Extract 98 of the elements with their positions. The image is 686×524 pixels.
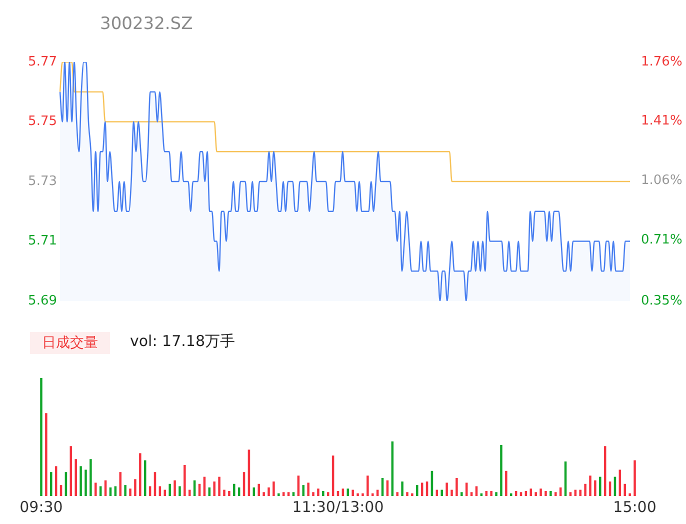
- bar: [282, 492, 285, 496]
- bar: [500, 444, 502, 496]
- bar: [569, 492, 572, 496]
- bar: [148, 486, 152, 496]
- bar: [50, 472, 52, 496]
- bar: [233, 484, 236, 496]
- line-series: [59, 62, 631, 182]
- bar: [322, 490, 324, 496]
- bar: [594, 480, 596, 496]
- bar: [550, 490, 552, 496]
- bar: [158, 486, 162, 496]
- bar: [634, 460, 636, 496]
- bar: [579, 490, 582, 496]
- y2-tick-label: 1.76%: [641, 54, 682, 70]
- bar: [312, 492, 314, 496]
- chart-title: 300232.SZ: [100, 14, 193, 34]
- bar: [213, 482, 216, 496]
- bar: [470, 492, 473, 496]
- bar: [346, 488, 350, 496]
- bar: [342, 488, 344, 496]
- bar: [40, 378, 42, 496]
- y-tick-label: 5.73: [28, 174, 57, 189]
- x-tick-label: 09:30: [20, 498, 63, 516]
- bar: [139, 453, 142, 496]
- y-tick-label: 5.77: [28, 54, 57, 70]
- bar: [272, 482, 275, 496]
- bar: [456, 478, 458, 496]
- bar: [223, 490, 226, 496]
- y2-tick-label: 0.35%: [641, 293, 682, 308]
- bar: [465, 482, 468, 496]
- bar: [530, 488, 532, 496]
- bar: [292, 492, 295, 496]
- bar: [371, 493, 374, 496]
- bar: [268, 487, 270, 496]
- bar: [99, 486, 102, 496]
- bar: [495, 492, 498, 496]
- bar: [420, 482, 424, 496]
- text: vol: 17.18万手: [130, 332, 235, 351]
- bar: [178, 486, 181, 496]
- bar: [534, 492, 537, 496]
- bar: [520, 492, 522, 496]
- bar: [114, 486, 117, 496]
- x-tick-label: 15:00: [613, 498, 656, 516]
- y-tick-label: 5.75: [28, 114, 57, 130]
- bar: [326, 492, 330, 496]
- text: 日成交量: [30, 332, 110, 354]
- bar: [628, 493, 631, 496]
- bar: [287, 492, 290, 496]
- bar: [174, 480, 176, 496]
- y-tick-label: 5.71: [28, 234, 57, 249]
- bar: [396, 492, 398, 496]
- bar: [584, 484, 586, 496]
- bar: [307, 482, 310, 496]
- bar: [440, 490, 443, 496]
- bar: [624, 484, 626, 496]
- bar: [184, 464, 186, 496]
- bar: [90, 459, 92, 496]
- bar: [119, 472, 122, 496]
- bar: [490, 490, 492, 496]
- bar: [84, 470, 87, 496]
- bar: [45, 413, 48, 496]
- bar: [401, 482, 404, 496]
- y2-tick-label: 1.06%: [641, 173, 682, 188]
- bar: [168, 484, 171, 496]
- bar: [352, 490, 354, 496]
- bar: [129, 488, 132, 496]
- bar: [362, 493, 364, 496]
- bar: [356, 493, 359, 496]
- bar: [317, 488, 320, 496]
- bar: [450, 490, 453, 496]
- bar: [218, 476, 220, 496]
- bar: [411, 493, 414, 496]
- y-tick-label: 5.69: [28, 293, 57, 308]
- bar: [540, 488, 542, 496]
- bar: [258, 484, 260, 496]
- bar: [124, 485, 126, 496]
- bar: [544, 490, 547, 496]
- bar: [406, 492, 408, 496]
- bar: [366, 476, 369, 496]
- bar: [599, 476, 602, 496]
- bar: [80, 466, 82, 496]
- bar: [302, 485, 305, 496]
- bar: [416, 485, 418, 496]
- bar: [74, 459, 77, 496]
- bar: [94, 482, 97, 496]
- bar: [228, 490, 230, 496]
- bar: [589, 476, 592, 496]
- y2-tick-label: 0.71%: [641, 232, 682, 248]
- y2-tick-label: 1.41%: [641, 114, 682, 129]
- bar: [475, 486, 478, 496]
- bar: [278, 493, 280, 496]
- bar: [134, 479, 136, 496]
- bar: [446, 482, 448, 496]
- bar: [505, 470, 508, 496]
- x-tick-label: 11:30/13:00: [292, 498, 384, 516]
- bar: [460, 492, 463, 496]
- bar: [262, 492, 265, 496]
- bar: [554, 492, 557, 496]
